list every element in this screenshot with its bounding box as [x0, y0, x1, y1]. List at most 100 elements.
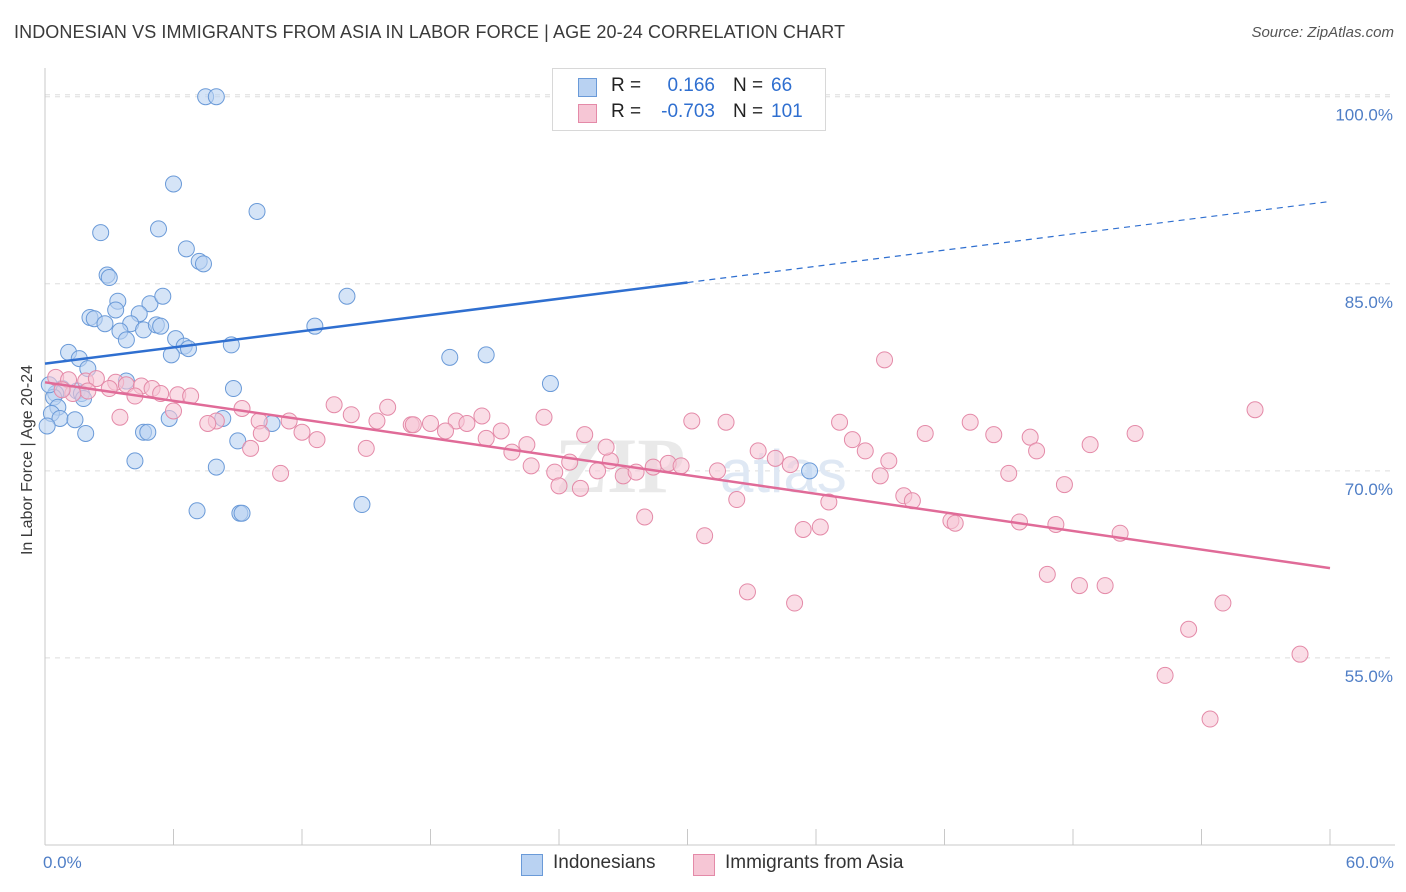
immigrant-asia-point	[342, 406, 360, 424]
immigrant-asia-point	[1201, 710, 1219, 728]
immigrant-asia-point	[786, 594, 804, 612]
immigrant-asia-point	[1000, 464, 1018, 482]
immigrant-asia-point	[708, 462, 726, 480]
indonesian-point	[441, 348, 459, 366]
legend-swatch-blue	[521, 854, 543, 876]
indonesian-point	[38, 417, 56, 435]
immigrant-asia-point	[946, 514, 964, 532]
immigrant-asia-point	[492, 422, 510, 440]
immigrant-asia-point	[473, 407, 491, 425]
immigrant-asia-point	[404, 416, 422, 434]
series-legend: Indonesians Immigrants from Asia	[0, 852, 1406, 876]
legend-n-value: 66	[771, 75, 793, 96]
indonesian-trendline-extension	[687, 200, 1331, 284]
immigrant-asia-point	[79, 382, 97, 400]
immigrant-asia-point	[597, 438, 615, 456]
immigrant-asia-point	[1126, 424, 1144, 442]
legend-n-value: 101	[771, 101, 803, 122]
grid-layer	[45, 94, 1395, 659]
chart-source: Source: ZipAtlas.com	[1251, 24, 1394, 41]
immigrant-asia-point	[916, 424, 934, 442]
legend-n-label: N =	[733, 75, 764, 96]
immigrant-asia-point	[876, 351, 894, 369]
indonesian-point	[139, 423, 157, 441]
immigrant-asia-point	[357, 439, 375, 457]
legend-row-immigrants-asia: R = -0.703 N = 101	[553, 100, 825, 126]
immigrant-asia-point	[781, 456, 799, 474]
immigrant-asia-point	[477, 429, 495, 447]
immigrant-asia-point	[368, 412, 386, 430]
indonesian-point	[306, 317, 324, 335]
immigrant-asia-point	[820, 493, 838, 511]
immigrant-asia-point	[87, 370, 105, 388]
immigrant-asia-point	[880, 452, 898, 470]
indonesian-point	[107, 301, 125, 319]
legend-r-value: -0.703	[661, 101, 715, 122]
immigrant-asia-trendline	[44, 381, 1331, 570]
immigrant-asia-point	[252, 424, 270, 442]
immigrant-asia-point	[165, 402, 182, 420]
immigrant-asia-point	[199, 414, 217, 432]
indonesian-point	[188, 502, 206, 520]
indonesian-point	[66, 411, 84, 429]
immigrant-asia-point	[308, 431, 326, 449]
immigrant-asia-point	[1028, 442, 1046, 460]
immigrant-asia-point	[1156, 666, 1174, 684]
immigrant-asia-point	[325, 396, 343, 414]
indonesian-point	[100, 269, 118, 287]
indonesian-point	[229, 432, 247, 450]
legend-r-label: R =	[611, 75, 642, 96]
immigrant-asia-point	[1070, 577, 1088, 595]
legend-swatch-pink	[578, 104, 597, 123]
immigrant-asia-point	[831, 413, 849, 431]
indonesian-point	[207, 458, 225, 476]
immigrant-asia-point	[766, 449, 784, 467]
y-tick-label: 70.0%	[1345, 480, 1393, 499]
indonesian-point	[141, 295, 159, 313]
immigrant-asia-point	[1246, 401, 1264, 419]
immigrant-asia-point	[871, 467, 889, 485]
immigrant-asia-point	[1038, 565, 1056, 583]
immigrant-asia-point	[1096, 577, 1114, 595]
indonesian-point	[353, 496, 371, 514]
legend-r-value: 0.166	[667, 75, 715, 96]
immigrant-asia-point	[100, 380, 118, 398]
immigrant-asia-point	[961, 413, 979, 431]
indonesian-point	[207, 88, 225, 106]
indonesian-point	[194, 255, 212, 273]
immigrant-asia-point	[111, 408, 129, 426]
immigrant-asia-point	[422, 414, 439, 432]
immigrant-asia-point	[576, 426, 594, 444]
indonesian-point	[165, 175, 182, 193]
y-tick-label: 100.0%	[1335, 106, 1393, 125]
immigrant-asia-point	[280, 412, 298, 430]
immigrant-asia-point	[636, 508, 654, 526]
indonesian-point	[233, 504, 251, 522]
legend-n-label: N =	[733, 101, 764, 122]
legend-label: Indonesians	[553, 852, 656, 873]
indonesian-point	[96, 315, 114, 333]
axis-layer: 55.0% 70.0% 85.0% 100.0%	[44, 68, 1395, 846]
immigrant-asia-point	[1180, 620, 1198, 638]
indonesian-point	[338, 287, 356, 305]
indonesian-point	[150, 220, 168, 238]
correlation-legend: R = 0.166 N = 66 R = -0.703 N = 101	[552, 68, 826, 131]
immigrant-asia-point	[717, 413, 735, 431]
y-tick-label: 85.0%	[1345, 293, 1393, 312]
indonesian-point	[77, 424, 95, 442]
immigrant-asia-point	[503, 443, 521, 461]
indonesian-point	[117, 331, 135, 349]
indonesian-point	[177, 240, 195, 258]
immigrant-asia-point	[738, 583, 756, 601]
indonesian-point	[248, 202, 266, 220]
immigrant-asia-point	[749, 442, 767, 460]
immigrant-asia-point	[1291, 645, 1309, 663]
indonesian-point	[477, 346, 495, 364]
immigrant-asia-point	[458, 414, 476, 432]
indonesian-point	[126, 452, 144, 470]
immigrant-asia-point	[522, 457, 540, 475]
indonesian-point	[152, 317, 170, 335]
immigrant-asia-point	[672, 457, 690, 475]
immigrant-asia-point	[571, 479, 589, 497]
